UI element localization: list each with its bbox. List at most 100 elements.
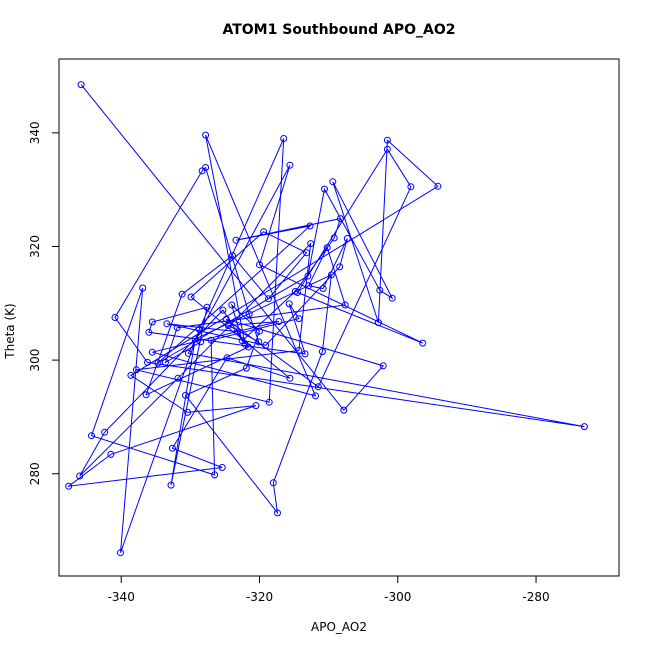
- data-point: [329, 178, 337, 186]
- data-point: [376, 286, 384, 294]
- data-point: [312, 392, 319, 400]
- data-point: [379, 362, 387, 370]
- data-point: [223, 354, 231, 362]
- data-point: [111, 314, 119, 321]
- data-point: [262, 341, 270, 349]
- data-point: [132, 366, 140, 374]
- data-point: [229, 252, 236, 260]
- x-axis: -340 -320 -300 -280: [108, 576, 550, 604]
- x-tick-label: -320: [246, 590, 273, 604]
- data-point: [314, 383, 322, 391]
- y-tick-label: 280: [28, 462, 42, 485]
- data-point: [211, 471, 219, 479]
- data-point: [295, 315, 303, 323]
- data-point: [191, 335, 199, 343]
- data-point: [167, 481, 175, 489]
- data-point: [117, 549, 124, 557]
- data-point: [388, 294, 396, 302]
- data-point: [187, 293, 195, 301]
- data-point: [303, 249, 310, 257]
- data-point: [184, 408, 192, 416]
- data-point: [182, 391, 189, 399]
- data-point: [291, 287, 299, 295]
- data-point: [343, 235, 351, 242]
- data-point: [304, 272, 312, 280]
- data-point: [419, 339, 427, 347]
- data-point: [274, 509, 281, 517]
- data-point: [202, 164, 210, 171]
- data-point: [383, 136, 391, 144]
- data-point: [228, 301, 236, 309]
- data-point: [203, 303, 211, 311]
- data-point: [207, 336, 215, 344]
- data-point: [232, 236, 240, 244]
- data-point: [340, 406, 348, 414]
- plot-frame: [58, 58, 620, 577]
- x-tick-label: -300: [384, 590, 411, 604]
- data-point: [162, 358, 169, 366]
- data-point: [307, 240, 315, 248]
- data-point: [168, 444, 176, 452]
- data-point: [285, 300, 293, 308]
- data-point: [145, 328, 153, 336]
- data-point: [275, 318, 283, 325]
- data-point: [341, 301, 349, 309]
- data-point: [301, 350, 309, 358]
- data-point: [319, 285, 327, 292]
- data-point: [580, 423, 588, 431]
- data-point: [174, 374, 182, 382]
- data-point: [233, 328, 241, 336]
- data-point: [148, 348, 156, 356]
- chart-title: ATOM1 Southbound APO_AO2: [222, 22, 455, 38]
- data-point: [107, 450, 115, 458]
- data-point: [77, 81, 85, 89]
- data-point: [184, 349, 192, 357]
- data-point: [330, 234, 338, 242]
- data-point: [256, 261, 263, 269]
- data-point: [197, 338, 205, 346]
- data-point: [323, 244, 331, 252]
- data-point: [65, 482, 73, 490]
- data-point: [295, 347, 303, 354]
- data-point: [286, 161, 294, 169]
- y-tick-label: 300: [28, 349, 42, 372]
- data-point: [144, 358, 151, 366]
- data-point: [280, 135, 288, 142]
- data-point: [101, 428, 109, 436]
- data-point: [434, 182, 442, 190]
- data-point: [238, 337, 246, 345]
- data-point: [252, 402, 260, 410]
- data-point: [88, 432, 95, 440]
- data-point: [407, 183, 415, 191]
- data-point: [374, 319, 382, 327]
- x-tick-label: -280: [522, 590, 549, 604]
- data-point: [269, 479, 277, 487]
- data-point: [173, 324, 181, 332]
- data-point: [242, 364, 250, 372]
- data-point: [318, 348, 326, 356]
- y-tick-label: 320: [28, 235, 42, 258]
- x-axis-label: APO_AO2: [311, 620, 367, 634]
- data-point: [306, 222, 314, 230]
- data-point: [224, 322, 232, 329]
- series-line: [66, 84, 585, 553]
- y-axis-label: Theta (K): [3, 303, 17, 359]
- data-point: [195, 325, 203, 333]
- data-point: [163, 320, 171, 328]
- data-point: [321, 185, 328, 193]
- x-tick-label: -340: [108, 590, 135, 604]
- data-point: [286, 374, 294, 382]
- data-point: [139, 284, 147, 292]
- y-axis: 280 300 320 340: [28, 121, 59, 485]
- data-point: [218, 464, 226, 471]
- data-point: [265, 295, 272, 303]
- data-point: [260, 228, 268, 236]
- data-point: [219, 306, 227, 314]
- data-point: [327, 271, 335, 279]
- data-point: [178, 290, 186, 298]
- data-point: [202, 131, 210, 139]
- data-point: [305, 282, 313, 290]
- data-point: [76, 472, 84, 480]
- data-point: [265, 398, 273, 406]
